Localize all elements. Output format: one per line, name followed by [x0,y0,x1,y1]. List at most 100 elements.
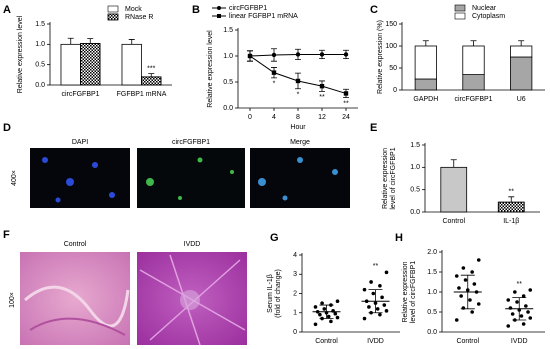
y-tick-label: 1.5 [223,27,233,34]
point [459,294,463,298]
error-bar [87,38,94,44]
bar [462,45,485,76]
legend-pattern [107,13,119,21]
legend-label: Cytoplasm [472,13,505,20]
point [515,300,519,304]
point [320,301,324,305]
panel-letter: D [3,122,11,134]
annotation: ** [373,263,379,270]
point [468,298,472,302]
y-tick-label: 4 [293,252,297,259]
legend-swatch [107,5,119,13]
annotation: ** [509,189,515,196]
y-tick-label: 1.5 [410,142,420,149]
sd-bar [319,304,334,319]
y-tick-label: 0.0 [427,329,437,336]
y-tick-label: 100 [385,43,397,50]
point [519,314,524,318]
error-bar [450,159,457,168]
bar [121,43,142,86]
marker [247,53,253,59]
annotation: ** [517,281,523,288]
point [454,274,459,278]
legend-swatch [454,4,466,12]
y-tick-label: 0.0 [410,209,420,216]
marker [271,70,277,75]
y-tick-label: 1 [293,310,297,317]
legend-marker [217,14,221,18]
point [528,288,533,292]
point [513,290,517,294]
y-tick-label: 50 [389,65,397,72]
annotation: ** [319,94,325,101]
point [476,258,481,262]
point [472,282,477,286]
point [362,316,367,321]
point [476,302,481,306]
point [335,315,340,320]
point [335,299,340,304]
marker [319,52,325,57]
y-axis-label: (fold of change) [275,269,282,318]
bar [440,166,468,213]
micrograph [30,148,350,208]
legend-label: circFGFBP1 [229,5,267,12]
x-tick-label: circFGFBP1 [454,96,492,103]
legend-label: RNase R [125,14,153,21]
x-tick-label: 4 [272,114,276,121]
x-tick-label: 12 [318,114,326,121]
y-tick-label: 0.5 [410,187,420,194]
y-axis-label: level of circFGFBP1 [390,147,397,209]
y-tick-label: 0.0 [223,105,233,112]
annotation: * [273,81,276,88]
panel-letter: A [3,4,11,16]
y-tick-label: 3 [293,271,297,278]
x-tick-label: IL-1β [503,218,519,225]
x-tick-label: Control [456,338,479,345]
point [371,291,376,296]
point [510,312,515,316]
x-tick-label: FGFBP1 mRNA [117,91,167,98]
y-axis-label: Serum IL-1β [267,274,274,313]
x-tick-label: 0 [248,114,252,121]
bar [60,43,81,86]
annotation: *** [147,65,155,72]
point [367,305,371,309]
point [461,266,466,270]
point [521,322,526,326]
x-tick-label: Control [315,338,338,345]
y-tick-label: 150 [385,21,397,28]
point [526,310,530,314]
y-axis-label: Relative expression level [17,15,24,93]
error-bar [67,37,74,45]
point [326,314,331,319]
magnification: 400× [11,170,18,186]
bar [510,45,533,58]
panel-letter: E [370,122,377,134]
marker [319,83,325,89]
x-tick-label: IVDD [511,338,528,345]
sd-bar [512,297,527,321]
panel-letter: G [270,232,279,244]
y-tick-label: 2 [293,290,297,297]
y-axis-label: level of circFGFBP1 [410,261,417,323]
point [333,311,338,316]
point [382,303,387,307]
legend-label: Mock [125,6,142,13]
x-tick-label: 8 [296,114,300,121]
point [380,295,384,300]
point [369,280,373,284]
y-tick-label: 0.5 [427,309,437,316]
image-label: circFGFBP1 [172,139,210,146]
point [457,286,461,290]
x-tick-label: Control [442,218,465,225]
image-label: Control [64,241,87,248]
bar [414,45,437,80]
point [378,284,382,288]
point [470,310,474,314]
point [313,305,318,309]
x-tick-label: circFGFBP1 [61,91,99,98]
bar-pattern [80,43,101,86]
bar-pattern [141,76,162,86]
